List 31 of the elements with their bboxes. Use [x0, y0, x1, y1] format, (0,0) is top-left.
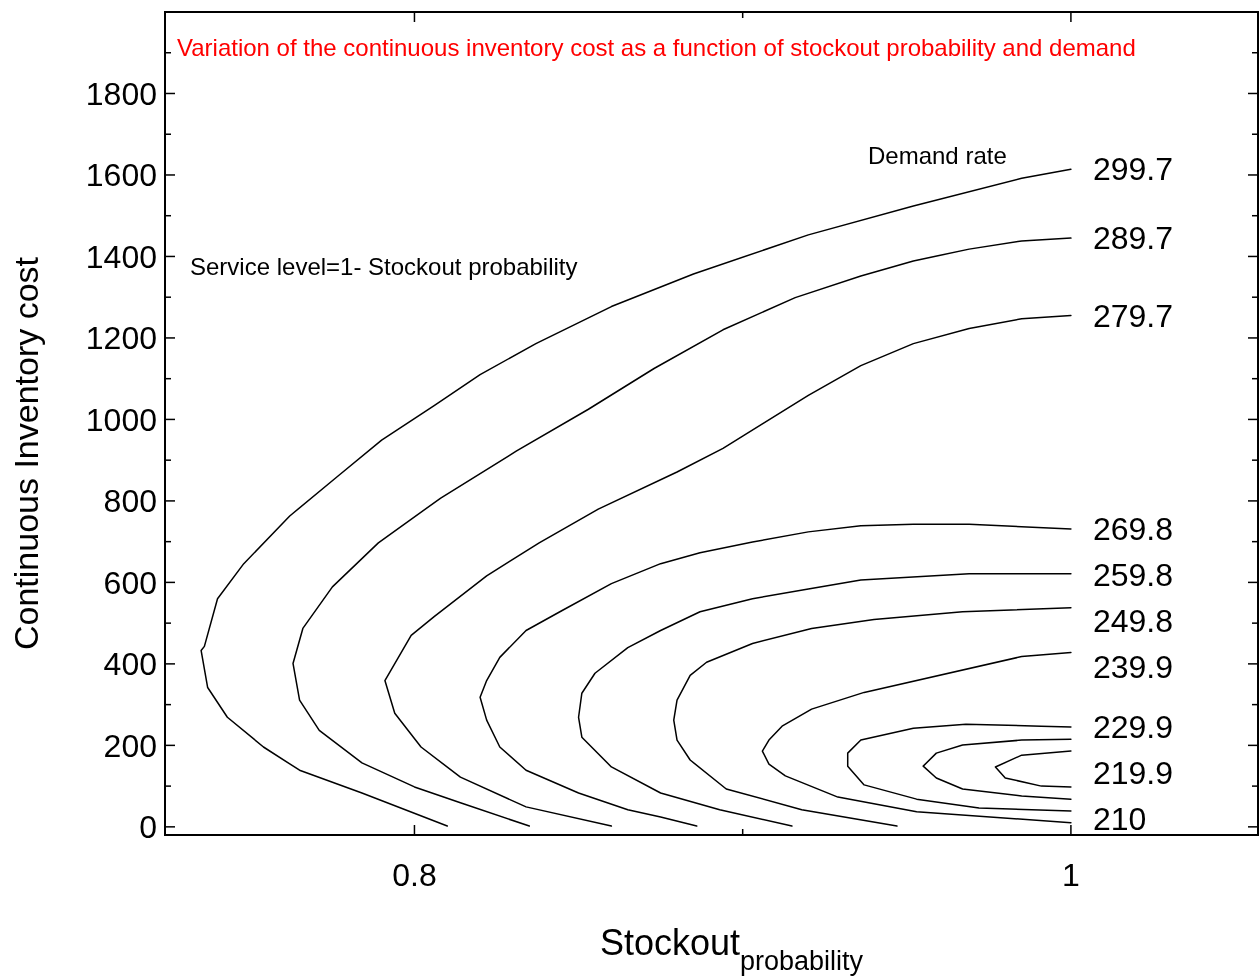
- legend-label: 239.9: [1092, 649, 1173, 686]
- y-tick-label: 800: [103, 483, 157, 520]
- y-tick-label: 0: [139, 809, 157, 846]
- annotation: Demand rate: [868, 142, 1007, 170]
- y-tick-label: 400: [103, 646, 157, 683]
- line-series: [846, 723, 1072, 812]
- legend-label: 259.8: [1092, 557, 1173, 594]
- series-label: 249.8: [1092, 603, 1173, 640]
- line-series: [994, 750, 1072, 788]
- y-tick-label: 1600: [85, 157, 157, 194]
- y-axis-title: Continuous Inventory cost: [7, 256, 45, 651]
- y-tick-label: 1400: [85, 238, 157, 275]
- legend-label: 279.7: [1092, 297, 1173, 334]
- line-series: [922, 738, 1072, 800]
- y-tick-label: 1800: [85, 75, 157, 112]
- y-tick-label: 1000: [85, 401, 157, 438]
- series-label: 219.9: [1092, 755, 1173, 792]
- y-tick-label: 200: [103, 727, 157, 764]
- annotation: Service level=1- Stockout probability: [190, 253, 578, 281]
- x-tick-label: 0.8: [392, 857, 437, 894]
- x-tick-label: 1: [1062, 857, 1080, 894]
- legend-label: 289.7: [1092, 220, 1173, 257]
- y-tick-label: 600: [103, 564, 157, 601]
- series-label: 210: [1092, 801, 1147, 838]
- y-tick-label: 1200: [85, 320, 157, 357]
- legend-label: 229.9: [1092, 709, 1173, 746]
- line-series: [384, 314, 1072, 827]
- series-label: 269.8: [1092, 511, 1173, 548]
- legend-label: 299.7: [1092, 151, 1173, 188]
- text: Variation of the continuous inventory cost as a function of stockout probability and demand: [177, 34, 1136, 62]
- x-axis-title: Stockout$_{probability}$: [599, 922, 864, 976]
